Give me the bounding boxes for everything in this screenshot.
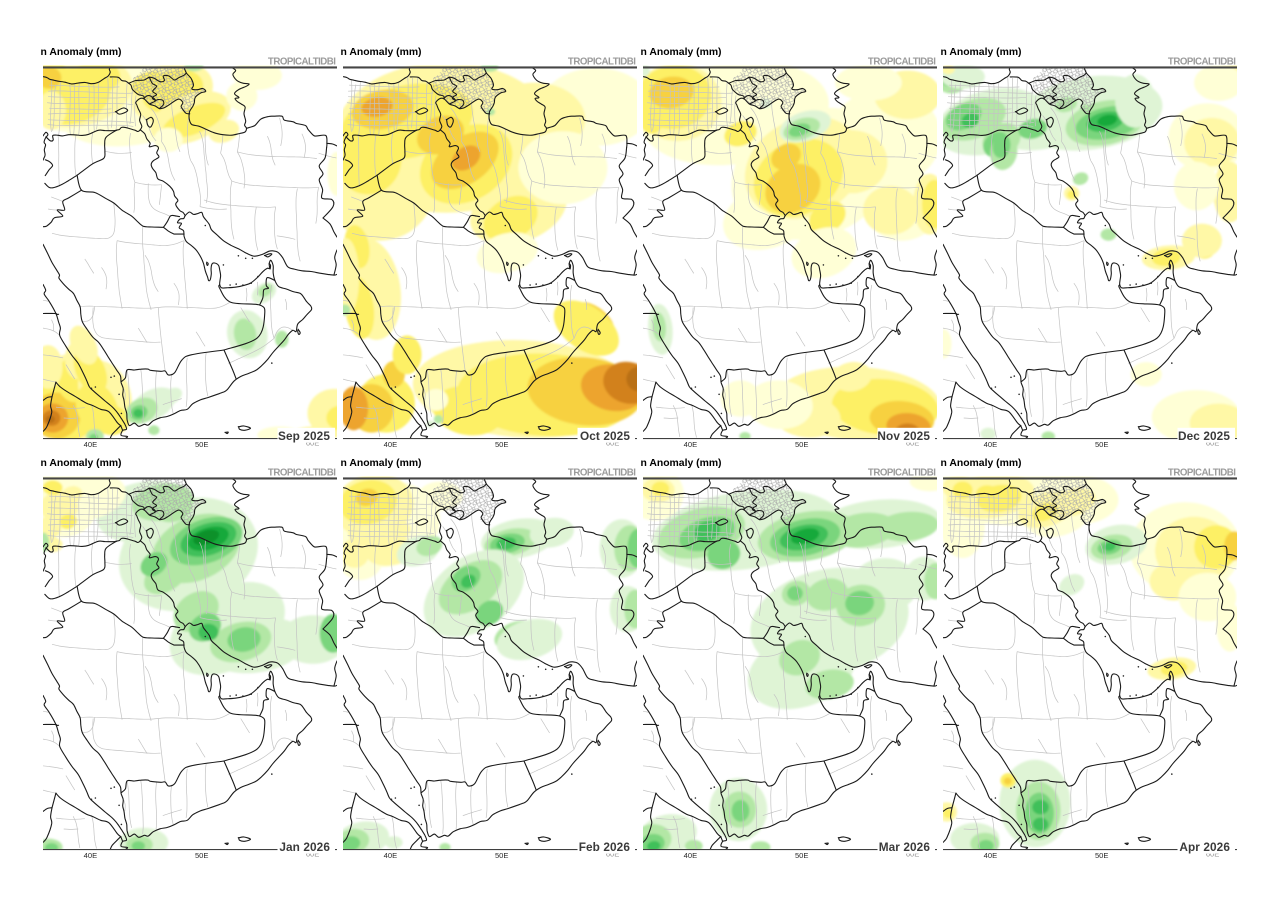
svg-text:Jan 2026: Jan 2026: [279, 840, 330, 854]
svg-text:TROPICALTIDBI: TROPICALTIDBI: [1168, 467, 1236, 478]
svg-text:40E: 40E: [384, 440, 398, 449]
svg-text:60E: 60E: [606, 438, 620, 447]
svg-text:40E: 40E: [684, 851, 698, 860]
svg-text:Nov 2025: Nov 2025: [877, 429, 930, 443]
svg-text:50E: 50E: [795, 440, 809, 449]
svg-text:TROPICALTIDBI: TROPICALTIDBI: [568, 467, 636, 478]
svg-text:40E: 40E: [684, 440, 698, 449]
svg-text:50E: 50E: [495, 851, 509, 860]
svg-text:50E: 50E: [195, 851, 209, 860]
svg-text:Dec 2025: Dec 2025: [1178, 429, 1230, 443]
svg-text:50E: 50E: [1095, 851, 1109, 860]
svg-text:50E: 50E: [795, 851, 809, 860]
svg-text:Sep 2025: Sep 2025: [278, 429, 330, 443]
svg-text:60E: 60E: [906, 849, 920, 858]
svg-text:TROPICALTIDBI: TROPICALTIDBI: [568, 56, 636, 67]
svg-text:n Anomaly (mm): n Anomaly (mm): [41, 458, 122, 469]
svg-text:n Anomaly (mm): n Anomaly (mm): [941, 458, 1022, 469]
svg-text:50E: 50E: [495, 440, 509, 449]
svg-text:n Anomaly (mm): n Anomaly (mm): [341, 47, 422, 58]
svg-text:n Anomaly (mm): n Anomaly (mm): [341, 458, 422, 469]
svg-text:40E: 40E: [84, 851, 98, 860]
svg-text:TROPICALTIDBI: TROPICALTIDBI: [868, 56, 936, 67]
svg-text:60E: 60E: [306, 438, 320, 447]
svg-text:TROPICALTIDBI: TROPICALTIDBI: [268, 56, 336, 67]
svg-text:60E: 60E: [1206, 849, 1220, 858]
svg-text:n Anomaly (mm): n Anomaly (mm): [641, 47, 722, 58]
svg-text:TROPICALTIDBI: TROPICALTIDBI: [268, 467, 336, 478]
svg-text:60E: 60E: [906, 438, 920, 447]
svg-text:40E: 40E: [984, 440, 998, 449]
svg-text:n Anomaly (mm): n Anomaly (mm): [941, 47, 1022, 58]
svg-text:40E: 40E: [984, 851, 998, 860]
svg-text:Oct 2025: Oct 2025: [580, 429, 630, 443]
svg-text:Feb 2026: Feb 2026: [579, 840, 631, 854]
svg-text:60E: 60E: [306, 849, 320, 858]
svg-text:n Anomaly (mm): n Anomaly (mm): [641, 458, 722, 469]
svg-text:TROPICALTIDBI: TROPICALTIDBI: [868, 467, 936, 478]
svg-text:Apr 2026: Apr 2026: [1179, 840, 1230, 854]
svg-text:50E: 50E: [1095, 440, 1109, 449]
svg-text:40E: 40E: [84, 440, 98, 449]
svg-text:60E: 60E: [606, 849, 620, 858]
svg-text:40E: 40E: [384, 851, 398, 860]
svg-text:50E: 50E: [195, 440, 209, 449]
svg-text:60E: 60E: [1206, 438, 1220, 447]
svg-text:TROPICALTIDBI: TROPICALTIDBI: [1168, 56, 1236, 67]
svg-text:n Anomaly (mm): n Anomaly (mm): [41, 47, 122, 58]
svg-text:Mar 2026: Mar 2026: [879, 840, 931, 854]
